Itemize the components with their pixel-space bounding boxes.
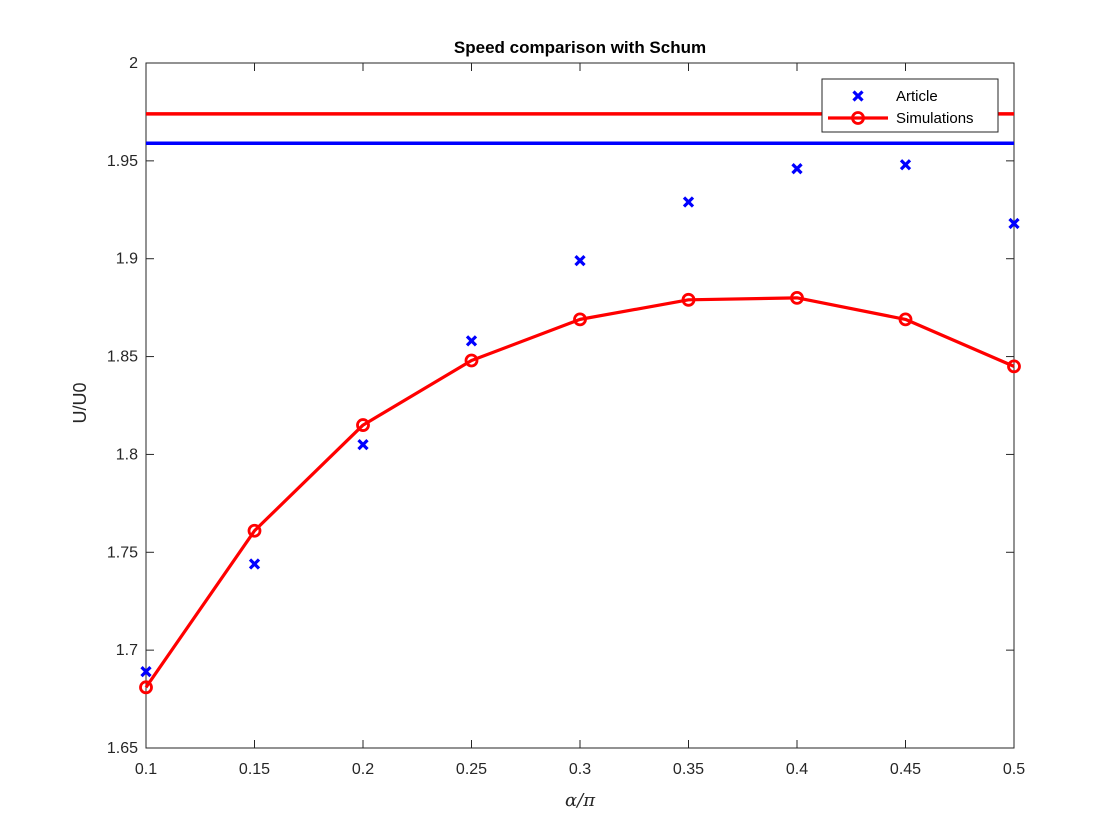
legend-swatch-marker [852, 90, 864, 102]
y-tick-label: 1.9 [116, 251, 138, 268]
data-point [356, 418, 370, 432]
axes-box [145, 62, 1015, 749]
data-point [682, 196, 695, 208]
data-point [1008, 217, 1020, 230]
y-tick-label: 1.75 [107, 544, 138, 561]
data-point [791, 163, 803, 175]
x-tick-label: 0.45 [890, 761, 921, 778]
y-tick-label: 2 [129, 55, 138, 72]
x-tick-label: 0.5 [1003, 761, 1025, 778]
chart-title: Speed comparison with Schum [454, 38, 706, 57]
x-tick-label: 0.2 [352, 761, 374, 778]
data-point [898, 312, 913, 327]
legend-label: Article [896, 88, 938, 105]
y-axis: 1.65 1.7 1.75 1.8 1.85 1.9 1.95 2 [107, 55, 1014, 757]
data-point [357, 439, 369, 451]
data-point [140, 666, 152, 678]
data-point [139, 680, 153, 695]
data-point [573, 312, 587, 327]
y-tick-label: 1.8 [116, 446, 138, 463]
legend: Article Simulations [821, 78, 999, 133]
x-tick-label: 0.3 [569, 761, 591, 778]
x-tick-label: 0.25 [456, 761, 487, 778]
series-article [140, 159, 1020, 678]
series-simulations [139, 290, 1021, 695]
data-point [574, 255, 586, 267]
x-tick-label: 0.1 [135, 761, 157, 778]
plot-area [139, 62, 1021, 749]
x-tick-label: 0.35 [673, 761, 704, 778]
y-axis-label: U/U0 [70, 382, 90, 423]
x-axis-label: α/π [565, 790, 596, 811]
legend-swatch-marker [851, 111, 865, 125]
x-tick-label: 0.4 [786, 761, 808, 778]
y-tick-label: 1.85 [107, 349, 138, 366]
data-point [790, 290, 804, 305]
data-point [681, 292, 696, 307]
data-point [1007, 359, 1021, 374]
series-line [144, 296, 1015, 689]
data-point [247, 523, 262, 538]
y-tick-label: 1.65 [107, 740, 138, 757]
legend-label: Simulations [896, 110, 974, 127]
data-point [248, 558, 261, 570]
data-point [464, 353, 479, 368]
x-tick-label: 0.15 [239, 761, 270, 778]
y-tick-label: 1.95 [107, 153, 138, 170]
data-point [465, 335, 478, 347]
x-axis: 0.1 0.15 0.2 0.25 0.3 0.35 0.4 0.45 0.5 [135, 63, 1025, 778]
data-point [899, 159, 912, 171]
legend-box [821, 78, 999, 133]
y-tick-label: 1.7 [116, 642, 138, 659]
